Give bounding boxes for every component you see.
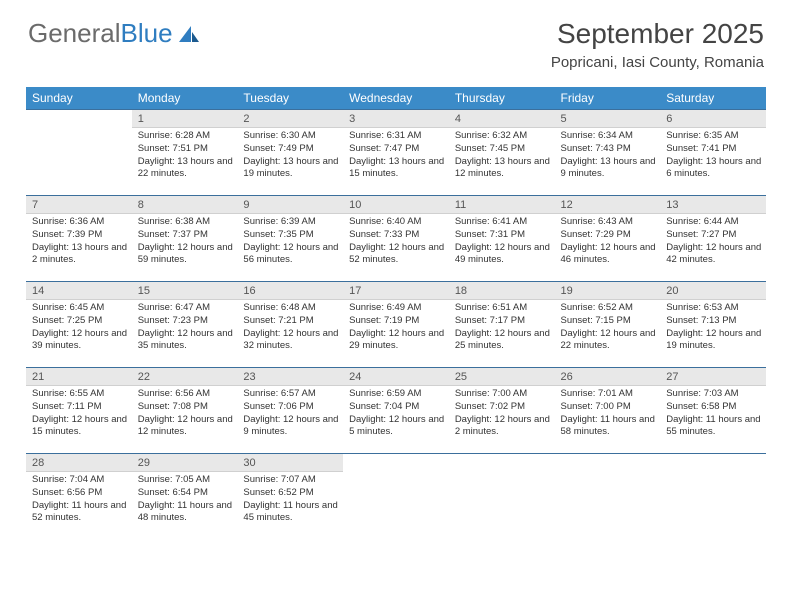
day-number-cell: 23 [237,368,343,386]
day-number-cell: 13 [660,196,766,214]
logo-sail-icon [177,24,201,44]
day-content-row: Sunrise: 6:55 AMSunset: 7:11 PMDaylight:… [26,386,766,454]
day-number-cell: 27 [660,368,766,386]
day-content-cell: Sunrise: 6:56 AMSunset: 7:08 PMDaylight:… [132,386,238,454]
weekday-header: Thursday [449,87,555,110]
header: GeneralBlue September 2025 Popricani, Ia… [0,0,792,79]
day-content-cell: Sunrise: 7:04 AMSunset: 6:56 PMDaylight:… [26,472,132,540]
weekday-header: Tuesday [237,87,343,110]
day-content-cell [449,472,555,540]
day-number-cell: 19 [555,282,661,300]
day-content-cell: Sunrise: 6:38 AMSunset: 7:37 PMDaylight:… [132,214,238,282]
day-number-cell: 3 [343,110,449,128]
calendar-table: Sunday Monday Tuesday Wednesday Thursday… [26,87,766,540]
day-number-cell: 10 [343,196,449,214]
day-number-cell: 9 [237,196,343,214]
day-content-cell: Sunrise: 6:52 AMSunset: 7:15 PMDaylight:… [555,300,661,368]
logo: GeneralBlue [28,18,201,49]
day-content-row: Sunrise: 7:04 AMSunset: 6:56 PMDaylight:… [26,472,766,540]
day-number-cell: 26 [555,368,661,386]
day-content-cell: Sunrise: 6:40 AMSunset: 7:33 PMDaylight:… [343,214,449,282]
day-content-cell: Sunrise: 7:03 AMSunset: 6:58 PMDaylight:… [660,386,766,454]
day-content-cell: Sunrise: 6:34 AMSunset: 7:43 PMDaylight:… [555,128,661,196]
day-content-cell: Sunrise: 6:44 AMSunset: 7:27 PMDaylight:… [660,214,766,282]
day-content-cell: Sunrise: 6:35 AMSunset: 7:41 PMDaylight:… [660,128,766,196]
day-number-cell: 16 [237,282,343,300]
day-content-cell: Sunrise: 6:48 AMSunset: 7:21 PMDaylight:… [237,300,343,368]
day-number-cell: 30 [237,454,343,472]
day-number-cell [555,454,661,472]
logo-text-a: General [28,18,121,49]
day-content-cell: Sunrise: 6:47 AMSunset: 7:23 PMDaylight:… [132,300,238,368]
day-number-cell [660,454,766,472]
day-number-cell: 25 [449,368,555,386]
day-content-cell: Sunrise: 6:55 AMSunset: 7:11 PMDaylight:… [26,386,132,454]
day-content-cell: Sunrise: 7:00 AMSunset: 7:02 PMDaylight:… [449,386,555,454]
day-number-row: 14151617181920 [26,282,766,300]
day-content-cell: Sunrise: 6:41 AMSunset: 7:31 PMDaylight:… [449,214,555,282]
day-content-cell: Sunrise: 6:51 AMSunset: 7:17 PMDaylight:… [449,300,555,368]
day-content-cell: Sunrise: 6:45 AMSunset: 7:25 PMDaylight:… [26,300,132,368]
day-content-cell: Sunrise: 6:32 AMSunset: 7:45 PMDaylight:… [449,128,555,196]
weekday-header: Monday [132,87,238,110]
day-number-cell: 20 [660,282,766,300]
calendar-body: 123456Sunrise: 6:28 AMSunset: 7:51 PMDay… [26,110,766,540]
day-content-cell: Sunrise: 6:43 AMSunset: 7:29 PMDaylight:… [555,214,661,282]
day-content-cell [660,472,766,540]
day-content-cell [555,472,661,540]
day-content-cell: Sunrise: 6:59 AMSunset: 7:04 PMDaylight:… [343,386,449,454]
day-number-cell: 18 [449,282,555,300]
day-number-cell: 5 [555,110,661,128]
day-content-cell: Sunrise: 7:01 AMSunset: 7:00 PMDaylight:… [555,386,661,454]
day-number-row: 282930 [26,454,766,472]
day-number-cell: 14 [26,282,132,300]
weekday-header: Sunday [26,87,132,110]
day-content-row: Sunrise: 6:36 AMSunset: 7:39 PMDaylight:… [26,214,766,282]
day-number-row: 123456 [26,110,766,128]
day-number-cell: 15 [132,282,238,300]
weekday-header: Wednesday [343,87,449,110]
weekday-header-row: Sunday Monday Tuesday Wednesday Thursday… [26,87,766,110]
day-content-cell: Sunrise: 6:39 AMSunset: 7:35 PMDaylight:… [237,214,343,282]
title-block: September 2025 Popricani, Iasi County, R… [551,18,764,71]
day-number-cell: 8 [132,196,238,214]
day-content-cell: Sunrise: 7:07 AMSunset: 6:52 PMDaylight:… [237,472,343,540]
day-content-cell: Sunrise: 6:36 AMSunset: 7:39 PMDaylight:… [26,214,132,282]
day-number-row: 78910111213 [26,196,766,214]
month-title: September 2025 [551,18,764,50]
day-number-cell [26,110,132,128]
weekday-header: Saturday [660,87,766,110]
day-content-row: Sunrise: 6:28 AMSunset: 7:51 PMDaylight:… [26,128,766,196]
day-number-cell: 24 [343,368,449,386]
day-number-cell: 1 [132,110,238,128]
day-content-cell [343,472,449,540]
day-number-cell: 22 [132,368,238,386]
day-number-cell: 6 [660,110,766,128]
logo-text-b: Blue [121,18,173,49]
day-number-row: 21222324252627 [26,368,766,386]
day-content-cell: Sunrise: 6:31 AMSunset: 7:47 PMDaylight:… [343,128,449,196]
day-content-cell: Sunrise: 6:49 AMSunset: 7:19 PMDaylight:… [343,300,449,368]
day-number-cell: 29 [132,454,238,472]
day-number-cell: 4 [449,110,555,128]
day-content-cell: Sunrise: 6:30 AMSunset: 7:49 PMDaylight:… [237,128,343,196]
day-number-cell: 7 [26,196,132,214]
day-number-cell [449,454,555,472]
day-number-cell [343,454,449,472]
day-content-cell: Sunrise: 6:57 AMSunset: 7:06 PMDaylight:… [237,386,343,454]
day-content-cell: Sunrise: 6:53 AMSunset: 7:13 PMDaylight:… [660,300,766,368]
weekday-header: Friday [555,87,661,110]
day-number-cell: 28 [26,454,132,472]
location-text: Popricani, Iasi County, Romania [551,54,764,71]
day-content-cell [26,128,132,196]
day-number-cell: 11 [449,196,555,214]
day-number-cell: 2 [237,110,343,128]
day-number-cell: 17 [343,282,449,300]
day-content-cell: Sunrise: 7:05 AMSunset: 6:54 PMDaylight:… [132,472,238,540]
day-number-cell: 21 [26,368,132,386]
day-content-cell: Sunrise: 6:28 AMSunset: 7:51 PMDaylight:… [132,128,238,196]
day-content-row: Sunrise: 6:45 AMSunset: 7:25 PMDaylight:… [26,300,766,368]
day-number-cell: 12 [555,196,661,214]
